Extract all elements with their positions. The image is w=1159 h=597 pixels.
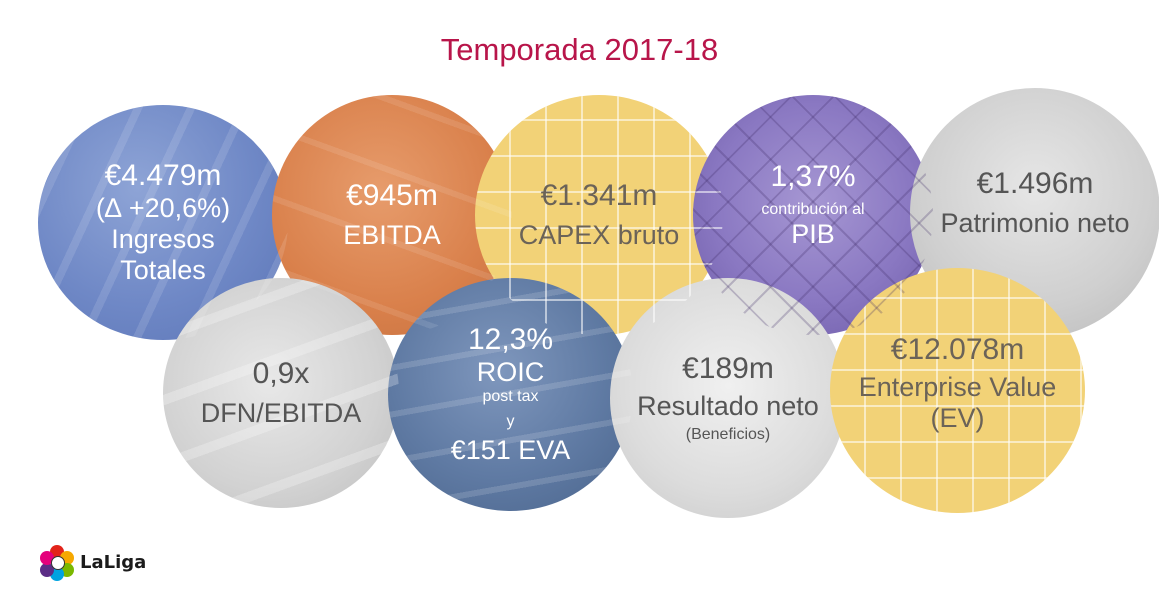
ev-label-1: Enterprise Value bbox=[858, 371, 1057, 402]
bubble-dfn-ebitda: 0,9x DFN/EBITDA bbox=[163, 278, 399, 508]
ingresos-value: €4.479m bbox=[104, 158, 222, 192]
roic-post-tax: post tax bbox=[482, 388, 539, 406]
ev-label-2: (EV) bbox=[930, 402, 985, 433]
eva-value: €151 EVA bbox=[450, 435, 571, 466]
ev-value: €12.078m bbox=[890, 333, 1025, 367]
ingresos-label-2: Totales bbox=[120, 255, 206, 286]
capex-label: CAPEX bruto bbox=[518, 219, 680, 250]
roic-label: ROIC bbox=[476, 357, 545, 388]
ebitda-value: €945m bbox=[346, 179, 438, 213]
pib-label-2: PIB bbox=[791, 218, 835, 249]
resultado-label: Resultado neto bbox=[637, 390, 819, 421]
patrimonio-label: Patrimonio neto bbox=[940, 207, 1130, 238]
ingresos-label-1: Ingresos bbox=[111, 224, 215, 255]
capex-value: €1.341m bbox=[540, 179, 658, 213]
laliga-logo: LaLiga bbox=[40, 545, 147, 581]
roic-value: 12,3% bbox=[467, 322, 554, 356]
bubble-texture bbox=[163, 278, 399, 508]
dfn-label: DFN/EBITDA bbox=[200, 397, 362, 428]
patrimonio-value: €1.496m bbox=[976, 167, 1094, 201]
laliga-logo-text: LaLiga bbox=[80, 551, 147, 573]
dfn-value: 0,9x bbox=[252, 357, 310, 391]
resultado-sublabel: (Beneficios) bbox=[685, 425, 771, 443]
laliga-logo-icon bbox=[40, 545, 74, 581]
roic-and: y bbox=[506, 412, 515, 430]
page-title: Temporada 2017-18 bbox=[440, 32, 719, 67]
pib-label-1: contribución al bbox=[761, 200, 865, 218]
bubble-enterprise-value: €12.078m Enterprise Value (EV) bbox=[830, 268, 1085, 513]
ebitda-label: EBITDA bbox=[343, 219, 441, 250]
resultado-value: €189m bbox=[682, 352, 774, 386]
pib-value: 1,37% bbox=[770, 160, 856, 194]
bubble-resultado-neto: €189m Resultado neto (Beneficios) bbox=[610, 278, 846, 518]
bubble-roic: 12,3% ROIC post tax y €151 EVA bbox=[388, 278, 633, 511]
ingresos-change: (∆ +20,6%) bbox=[95, 193, 231, 224]
